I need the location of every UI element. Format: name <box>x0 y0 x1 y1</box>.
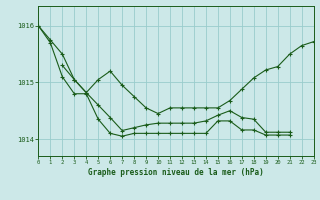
X-axis label: Graphe pression niveau de la mer (hPa): Graphe pression niveau de la mer (hPa) <box>88 168 264 177</box>
